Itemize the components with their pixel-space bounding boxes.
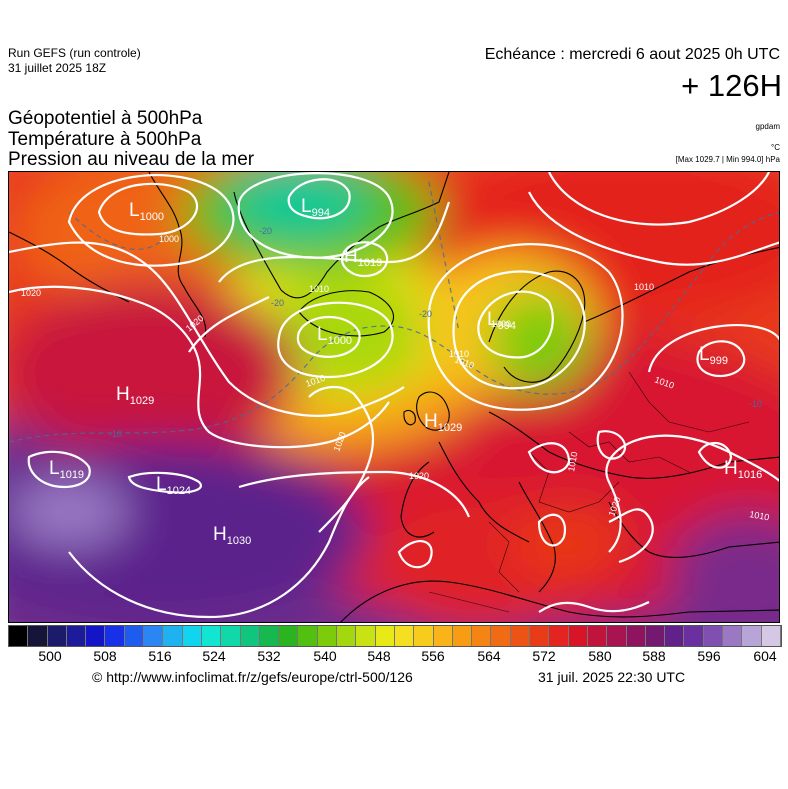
colorbar-swatch bbox=[28, 626, 48, 646]
isotherm-label: -10 bbox=[749, 399, 762, 409]
isobar-label: 1010 bbox=[634, 282, 654, 292]
colorbar-swatch bbox=[221, 626, 241, 646]
colorbar-tick-label: 580 bbox=[588, 648, 612, 664]
isobar-label: 1010 bbox=[566, 451, 579, 472]
isotherm-label: -20 bbox=[259, 226, 272, 236]
isobars bbox=[9, 172, 779, 619]
colorbar-swatch bbox=[66, 626, 87, 646]
isobar-label: 1020 bbox=[21, 288, 41, 298]
lead-time: + 126H bbox=[681, 68, 782, 103]
isotherm-label: -10 bbox=[109, 429, 122, 439]
borders bbox=[428, 371, 750, 613]
colorbar-swatch bbox=[433, 626, 453, 646]
run-date: 31 juillet 2025 18Z bbox=[8, 61, 107, 75]
colorbar-swatch bbox=[684, 626, 704, 646]
issue-time: 31 juil. 2025 22:30 UTC bbox=[538, 669, 686, 685]
isobar-label: 1000 bbox=[491, 319, 511, 329]
colorbar-tick-label: 532 bbox=[257, 648, 281, 664]
colorbar-swatch bbox=[568, 626, 588, 646]
colorbar-swatch bbox=[86, 626, 106, 646]
colorbar-swatch bbox=[510, 626, 531, 646]
colorbar-swatch bbox=[742, 626, 762, 646]
colorbar-swatch bbox=[530, 626, 550, 646]
colorbar-swatch bbox=[163, 626, 183, 646]
map-canvas: L1000 L994H1019L1000L994L999H1029H1029L10… bbox=[9, 172, 779, 622]
isobar-label: 1000 bbox=[159, 234, 179, 244]
colorbar-swatch bbox=[182, 626, 202, 646]
colorbar-swatch bbox=[259, 626, 280, 646]
colorbar-swatch bbox=[240, 626, 260, 646]
colorbar-swatch bbox=[124, 626, 145, 646]
isotherm-label: -20 bbox=[419, 309, 432, 319]
colorbar bbox=[8, 625, 782, 647]
colorbar-swatch bbox=[703, 626, 723, 646]
colorbar-swatch bbox=[645, 626, 666, 646]
run-title: Run GEFS (run controle) bbox=[8, 46, 141, 60]
colorbar-swatch bbox=[665, 626, 685, 646]
parameter-pressure: Pression au niveau de la mer bbox=[8, 149, 255, 170]
colorbar-swatch bbox=[472, 626, 492, 646]
colorbar-tick-label: 604 bbox=[753, 648, 777, 664]
colorbar-swatch bbox=[317, 626, 338, 646]
colorbar-swatch bbox=[9, 626, 29, 646]
colorbar-tick-label: 524 bbox=[202, 648, 226, 664]
isobar-label: 1010 bbox=[749, 509, 770, 522]
colorbar-swatch bbox=[394, 626, 415, 646]
colorbar-swatch bbox=[298, 626, 318, 646]
colorbar-swatch bbox=[201, 626, 222, 646]
colorbar-tick-label: 500 bbox=[38, 648, 62, 664]
colorbar-tick-label: 572 bbox=[532, 648, 556, 664]
isobar-label: 1010 bbox=[449, 349, 469, 359]
colorbar-swatch bbox=[452, 626, 473, 646]
forecast-valid-time: Echéance : mercredi 6 aout 2025 0h UTC bbox=[484, 46, 780, 63]
colorbar-swatch bbox=[47, 626, 67, 646]
colorbar-tick-label: 556 bbox=[421, 648, 445, 664]
colorbar-swatch bbox=[375, 626, 395, 646]
isobar-label: 1010 bbox=[309, 284, 329, 294]
colorbar-swatch bbox=[722, 626, 743, 646]
colorbar-swatch bbox=[105, 626, 125, 646]
colorbar-tick-label: 516 bbox=[148, 648, 172, 664]
colorbar-tick-label: 508 bbox=[93, 648, 117, 664]
colorbar-tick-label: 564 bbox=[477, 648, 501, 664]
colorbar-swatch bbox=[626, 626, 646, 646]
unit-temperature: °C bbox=[771, 143, 780, 152]
colorbar-swatch bbox=[549, 626, 569, 646]
copyright-link[interactable]: © http://www.infoclimat.fr/z/gefs/europe… bbox=[92, 669, 413, 685]
geopotential-field bbox=[9, 172, 779, 622]
isotherm-label: -20 bbox=[271, 298, 284, 308]
colorbar-swatch bbox=[356, 626, 376, 646]
weather-map[interactable]: L1000 L994 H1019 L1000 L994 L999 H1029 H1029 L10… bbox=[8, 171, 780, 623]
colorbar-swatch bbox=[761, 626, 781, 646]
colorbar-swatch bbox=[337, 626, 357, 646]
colorbar-tick-label: 548 bbox=[367, 648, 391, 664]
colorbar-swatch bbox=[279, 626, 299, 646]
colorbar-swatch bbox=[587, 626, 608, 646]
colorbar-swatch bbox=[607, 626, 627, 646]
unit-geopotential: gpdam bbox=[755, 122, 780, 131]
colorbar-swatch bbox=[491, 626, 511, 646]
isobar-label: 1020 bbox=[409, 471, 429, 481]
parameter-geopotential: Géopotentiel à 500hPa bbox=[8, 108, 203, 129]
pressure-range: [Max 1029.7 | Min 994.0] hPa bbox=[675, 155, 780, 164]
colorbar-tick-label: 588 bbox=[642, 648, 666, 664]
colorbar-tick-label: 540 bbox=[313, 648, 337, 664]
parameter-temperature: Température à 500hPa bbox=[8, 129, 202, 150]
colorbar-swatch bbox=[144, 626, 164, 646]
colorbar-tick-label: 596 bbox=[697, 648, 721, 664]
colorbar-swatch bbox=[414, 626, 434, 646]
